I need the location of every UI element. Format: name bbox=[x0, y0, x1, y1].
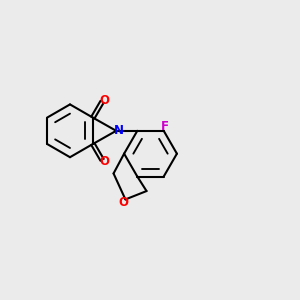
Text: O: O bbox=[118, 196, 128, 209]
Text: O: O bbox=[99, 94, 109, 107]
Text: N: N bbox=[114, 124, 124, 137]
Text: O: O bbox=[99, 155, 109, 168]
Text: F: F bbox=[161, 120, 169, 133]
